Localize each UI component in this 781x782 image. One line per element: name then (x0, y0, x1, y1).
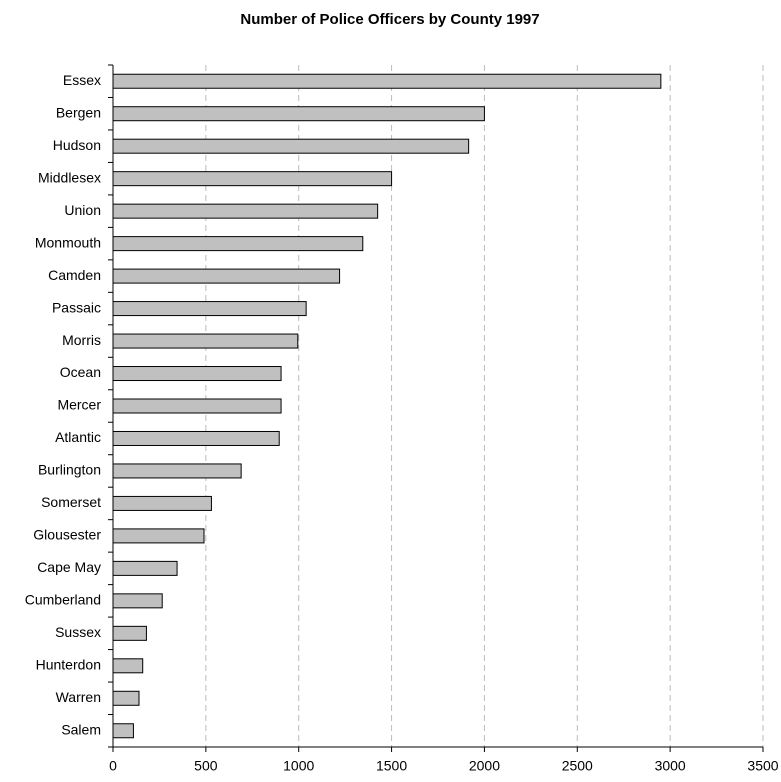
y-tick-label: Passaic (52, 299, 101, 315)
y-tick-label: Somerset (41, 494, 101, 510)
y-tick-label: Hunterdon (36, 657, 101, 673)
bar (112, 398, 282, 414)
x-tick-label: 1500 (376, 758, 407, 774)
bar (112, 301, 307, 317)
y-tick-label: Union (64, 202, 101, 218)
y-tick-label: Hudson (53, 137, 101, 153)
x-tick-label: 3500 (747, 758, 778, 774)
bar (112, 658, 144, 674)
bar (112, 106, 485, 122)
y-tick-label: Morris (62, 332, 101, 348)
x-tick-label: 1000 (283, 758, 314, 774)
y-tick-label: Essex (63, 72, 101, 88)
x-tick-label: 3000 (655, 758, 686, 774)
y-tick-label: Camden (48, 267, 101, 283)
y-tick-label: Cumberland (25, 592, 101, 608)
bar (112, 430, 280, 446)
y-tick-label: Ocean (60, 364, 101, 380)
y-tick-label: Burlington (38, 462, 101, 478)
bar (112, 625, 147, 641)
bar (112, 463, 242, 479)
y-tick-label: Atlantic (55, 429, 101, 445)
y-tick-label: Cape May (37, 559, 101, 575)
y-tick-label: Mercer (57, 397, 101, 413)
x-tick-label: 0 (109, 758, 117, 774)
y-tick-label: Bergen (56, 104, 101, 120)
bar (112, 690, 140, 706)
y-tick-label: Sussex (55, 624, 101, 640)
x-tick-label: 2500 (562, 758, 593, 774)
bar (112, 560, 178, 576)
bar (112, 203, 379, 219)
bar (112, 171, 393, 187)
bar (112, 593, 163, 609)
y-tick-label: Middlesex (38, 169, 101, 185)
y-tick-label: Glousester (33, 527, 101, 543)
y-tick-label: Salem (61, 721, 101, 737)
bar (112, 73, 662, 89)
x-tick-label: 500 (194, 758, 218, 774)
bar (112, 366, 282, 382)
bar (112, 268, 341, 284)
bar (112, 723, 134, 739)
bar (112, 333, 299, 349)
bar (112, 236, 364, 252)
x-tick-label: 2000 (469, 758, 500, 774)
bar (112, 495, 212, 511)
y-tick-label: Warren (56, 689, 101, 705)
bar (112, 138, 470, 154)
y-tick-label: Monmouth (35, 234, 101, 250)
chart-title: Number of Police Officers by County 1997 (240, 11, 539, 28)
bar (112, 528, 205, 544)
